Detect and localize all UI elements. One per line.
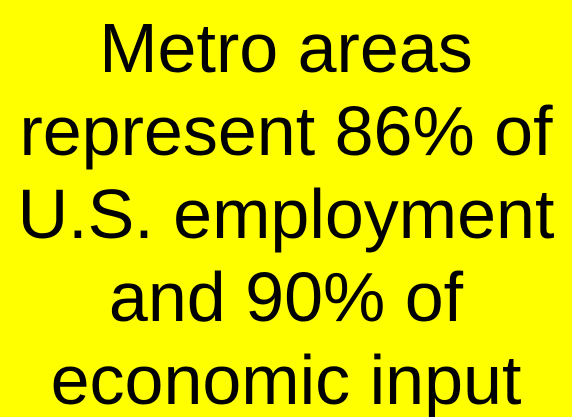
- slide-text-line: Metro areas: [99, 9, 473, 87]
- slide-text-line: represent 86% of: [19, 92, 553, 170]
- slide-text-line: U.S. employment: [17, 175, 555, 253]
- slide-text-line: economic input: [50, 341, 522, 417]
- slide-text-line: and 90% of: [108, 258, 464, 336]
